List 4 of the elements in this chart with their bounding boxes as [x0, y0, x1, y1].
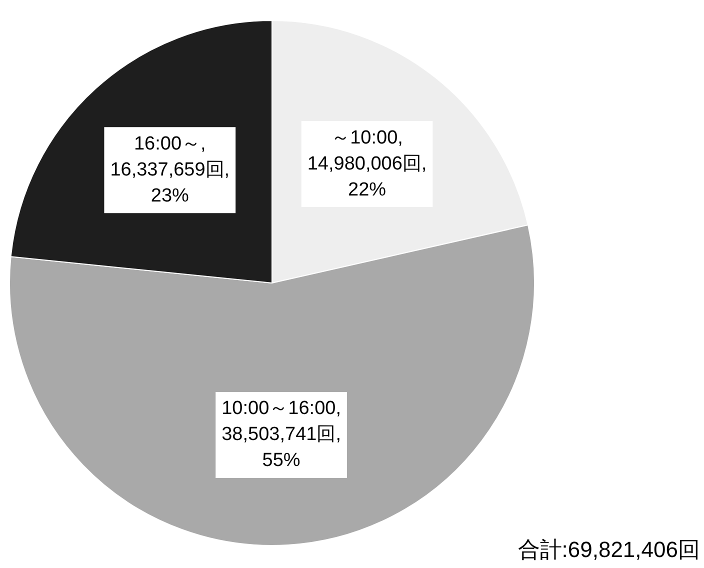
slice-label: 16:00～, 16,337,659回, 23% [110, 133, 230, 206]
text: 合計:69,821,406回 [518, 537, 700, 562]
slice-label: ～10:00, 14,980,006回, 22% [307, 127, 427, 200]
slice-label: 10:00～16:00, 38,503,741回, 55% [222, 398, 341, 472]
